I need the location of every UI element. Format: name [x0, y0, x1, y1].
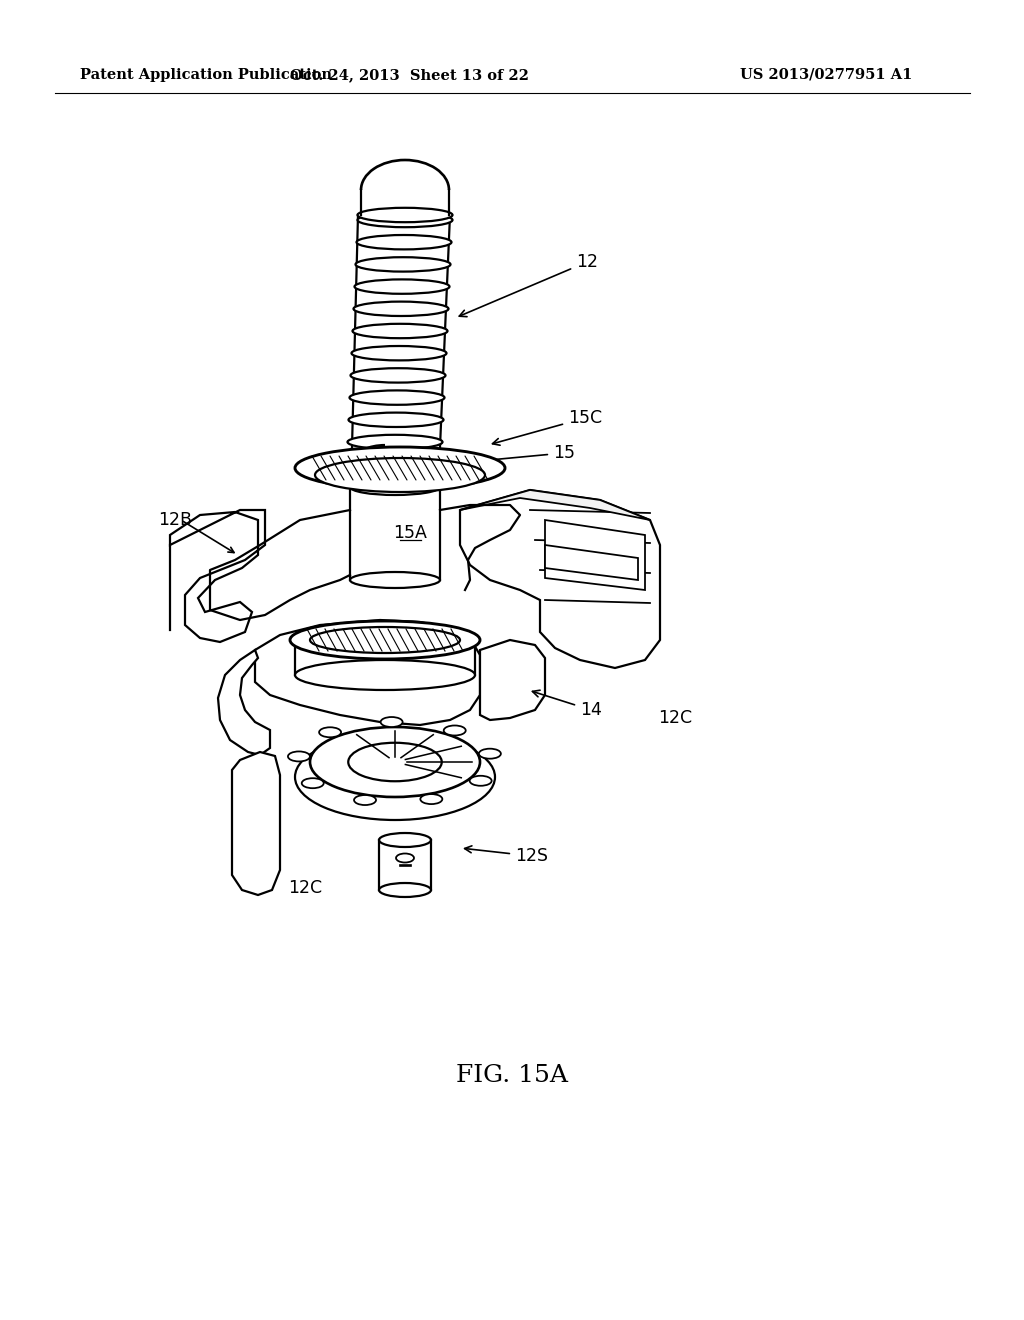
Ellipse shape: [443, 726, 466, 735]
Ellipse shape: [302, 779, 324, 788]
Polygon shape: [545, 545, 638, 579]
Ellipse shape: [295, 734, 495, 820]
Ellipse shape: [348, 743, 441, 781]
Text: 15A: 15A: [393, 524, 427, 543]
Ellipse shape: [351, 346, 446, 360]
Ellipse shape: [348, 413, 443, 426]
Polygon shape: [460, 490, 650, 520]
Ellipse shape: [356, 235, 452, 249]
Polygon shape: [545, 520, 645, 590]
Ellipse shape: [396, 854, 414, 862]
Text: 12C: 12C: [658, 709, 692, 727]
Text: US 2013/0277951 A1: US 2013/0277951 A1: [740, 69, 912, 82]
Text: 12S: 12S: [465, 846, 548, 865]
Ellipse shape: [479, 748, 501, 759]
Text: 14: 14: [532, 690, 602, 719]
Polygon shape: [460, 490, 660, 668]
Ellipse shape: [353, 301, 449, 315]
Ellipse shape: [357, 213, 453, 227]
Ellipse shape: [354, 280, 450, 294]
Text: FIG. 15A: FIG. 15A: [456, 1064, 568, 1086]
Ellipse shape: [357, 207, 453, 222]
Polygon shape: [218, 649, 270, 755]
Ellipse shape: [349, 391, 444, 405]
Ellipse shape: [310, 627, 460, 653]
Ellipse shape: [310, 727, 480, 797]
Ellipse shape: [355, 257, 451, 272]
Ellipse shape: [295, 660, 475, 690]
Ellipse shape: [352, 323, 447, 338]
Ellipse shape: [379, 883, 431, 898]
Ellipse shape: [354, 795, 376, 805]
Text: 12C: 12C: [288, 879, 323, 898]
Polygon shape: [255, 620, 480, 725]
Polygon shape: [232, 752, 280, 895]
Ellipse shape: [319, 727, 341, 738]
Ellipse shape: [470, 776, 492, 785]
Ellipse shape: [315, 458, 485, 492]
Ellipse shape: [347, 434, 442, 449]
Ellipse shape: [288, 751, 310, 762]
Ellipse shape: [295, 447, 505, 488]
Text: 15C: 15C: [493, 409, 602, 445]
Text: 12: 12: [460, 253, 598, 317]
Ellipse shape: [290, 620, 480, 659]
Text: 12B: 12B: [158, 511, 193, 529]
Ellipse shape: [420, 795, 442, 804]
Text: Oct. 24, 2013  Sheet 13 of 22: Oct. 24, 2013 Sheet 13 of 22: [291, 69, 529, 82]
Ellipse shape: [350, 572, 440, 587]
Text: Patent Application Publication: Patent Application Publication: [80, 69, 332, 82]
Polygon shape: [480, 640, 545, 719]
Ellipse shape: [379, 833, 431, 847]
Text: 15: 15: [473, 444, 575, 465]
Ellipse shape: [381, 717, 402, 727]
Ellipse shape: [350, 479, 440, 495]
Ellipse shape: [350, 368, 445, 383]
Polygon shape: [170, 510, 265, 642]
